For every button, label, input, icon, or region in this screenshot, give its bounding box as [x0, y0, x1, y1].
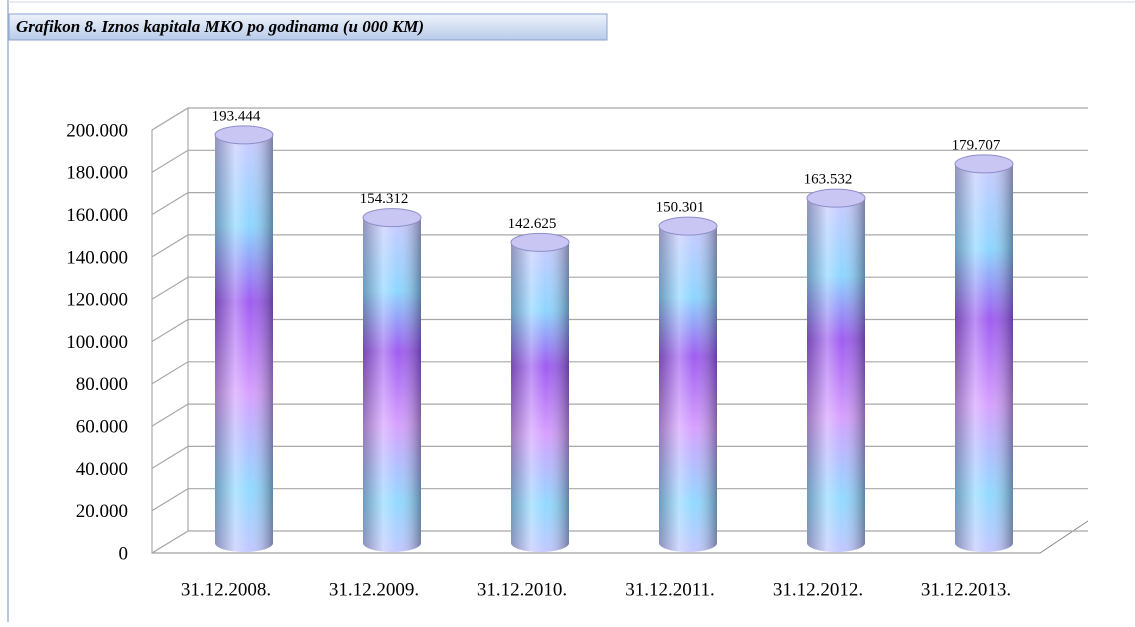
chart-title: Grafikon 8. Iznos kapitala MKO po godina…: [16, 17, 424, 36]
grid-line: [151, 192, 1088, 216]
y-tick-label: 180.000: [66, 163, 128, 184]
bar: [954, 154, 1014, 553]
bar-top: [954, 154, 1014, 174]
grid-line: [151, 488, 1088, 512]
bar-shade: [807, 198, 865, 552]
bar-top: [362, 208, 422, 228]
y-tick-label: 140.000: [66, 247, 128, 268]
grid-line: [151, 234, 1088, 258]
bar: [362, 208, 422, 552]
value-label: 154.312: [360, 191, 409, 207]
y-tick-label: 60.000: [76, 416, 128, 437]
bar-shade: [363, 217, 421, 552]
grid-line: [151, 276, 1088, 300]
grid-line: [151, 149, 1088, 173]
y-tick-label: 20.000: [76, 501, 128, 522]
y-tick-label: 0: [119, 543, 129, 564]
bar: [510, 232, 570, 552]
y-tick-label: 80.000: [76, 374, 128, 395]
y-tick-label: 100.000: [66, 332, 128, 353]
value-label: 193.444: [212, 108, 261, 124]
grid-line: [151, 107, 1088, 131]
y-tick-label: 120.000: [66, 290, 128, 311]
bar-top: [658, 216, 718, 236]
bar-shade: [659, 226, 717, 552]
value-label: 163.532: [804, 172, 853, 188]
x-tick-label: 31.12.2008.: [181, 579, 271, 600]
grid-line: [151, 445, 1088, 469]
bar-shade: [511, 242, 569, 552]
x-tick-label: 31.12.2013.: [921, 579, 1011, 600]
bar: [214, 125, 274, 552]
floor: [152, 520, 1089, 554]
bar: [806, 188, 866, 552]
bar-top: [510, 232, 570, 252]
grid-line: [151, 530, 1088, 554]
bar-shade: [955, 163, 1013, 553]
y-tick-label: 160.000: [66, 205, 128, 226]
x-tick-label: 31.12.2009.: [329, 579, 419, 600]
x-tick-label: 31.12.2010.: [477, 579, 567, 600]
y-tick-label: 200.000: [66, 120, 128, 141]
grid-line: [151, 361, 1088, 385]
bar-top: [806, 188, 866, 208]
bar-top: [214, 125, 274, 145]
x-tick-label: 31.12.2011.: [625, 579, 715, 600]
title-box: [8, 13, 608, 41]
grid-line: [151, 403, 1088, 427]
value-label: 142.625: [508, 216, 557, 232]
bar-shade: [215, 134, 273, 552]
value-label: 179.707: [952, 137, 1001, 153]
x-tick-label: 31.12.2012.: [773, 579, 863, 600]
y-tick-label: 40.000: [76, 459, 128, 480]
bar: [658, 216, 718, 552]
value-label: 150.301: [656, 200, 705, 216]
grid-line: [151, 318, 1088, 343]
